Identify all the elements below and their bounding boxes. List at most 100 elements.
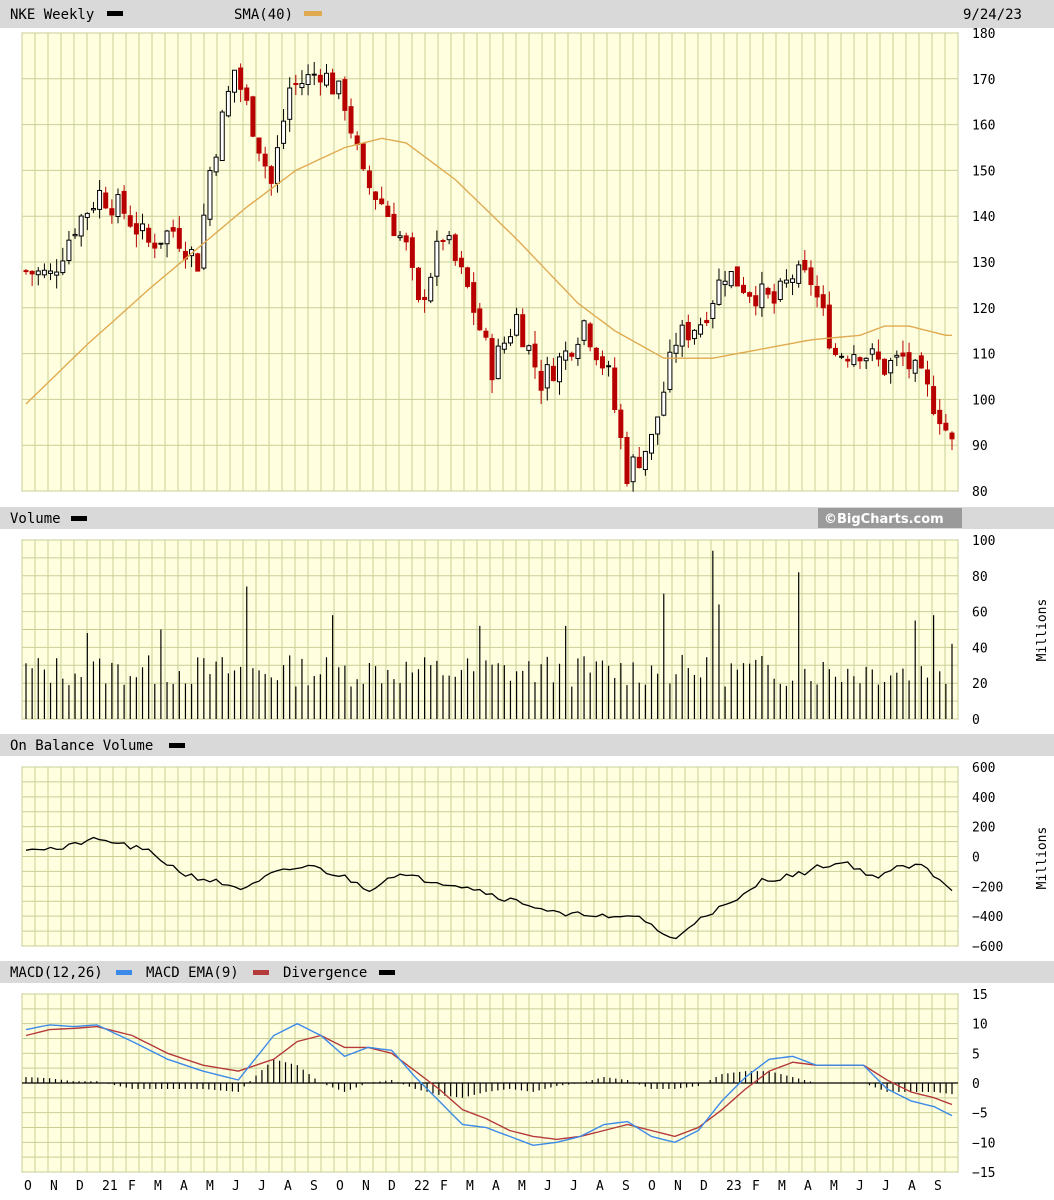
candle-body xyxy=(599,356,605,369)
x-tick-label: N xyxy=(674,1179,682,1194)
y-tick-label: −600 xyxy=(972,940,1003,955)
candle-body xyxy=(35,270,41,276)
candle-body xyxy=(72,233,78,237)
candle-body xyxy=(759,283,765,309)
candle-body xyxy=(354,135,360,146)
x-tick-label: J xyxy=(258,1179,266,1194)
candle-body xyxy=(97,189,103,210)
candle-body xyxy=(268,166,274,184)
x-tick-label: N xyxy=(362,1179,370,1194)
candle-body xyxy=(385,205,391,218)
candle-body xyxy=(176,227,182,249)
candle-body xyxy=(415,267,421,300)
y-tick-label: 130 xyxy=(972,256,995,271)
candle-body xyxy=(232,69,238,93)
candle-body xyxy=(863,357,869,362)
y-tick-label: 80 xyxy=(972,485,988,500)
sma40-line xyxy=(25,137,952,405)
candle-body xyxy=(771,291,777,304)
candle-body xyxy=(661,391,667,416)
candle-body xyxy=(440,240,446,243)
candle-body xyxy=(704,319,710,324)
y-tick-label: 15 xyxy=(972,988,988,1003)
candle-body xyxy=(673,344,679,354)
candle-body xyxy=(563,350,569,361)
candle-body xyxy=(121,190,127,214)
candle-body xyxy=(734,266,740,287)
candle-body xyxy=(127,215,133,227)
volume-units: Millions xyxy=(1035,599,1050,662)
macd-y-ticks: −15 −10 −5 0 5 10 15 xyxy=(972,988,995,1181)
candle-body xyxy=(532,343,538,368)
candle-body xyxy=(330,72,336,95)
x-axis-ticks: O N D 21 F M A M J J A S O N D 22 F M A M J J A S O N D 23 F M A M J J A S xyxy=(24,1179,942,1194)
y-tick-label: 150 xyxy=(972,164,995,179)
candle-body xyxy=(213,156,219,173)
candle-body xyxy=(514,314,520,336)
macd-label: MACD(12,26) xyxy=(10,965,103,981)
candle-body xyxy=(146,227,152,243)
candle-body xyxy=(164,230,170,245)
x-tick-label: M xyxy=(466,1179,474,1194)
candle-body xyxy=(826,304,832,349)
x-tick-label: M xyxy=(154,1179,162,1194)
x-tick-label: M xyxy=(206,1179,214,1194)
candle-body xyxy=(281,120,287,144)
candle-body xyxy=(452,234,458,261)
candle-body xyxy=(765,287,771,295)
candle-body xyxy=(918,355,924,369)
candle-body xyxy=(60,260,66,274)
candle-body xyxy=(458,257,464,268)
candle-body xyxy=(520,314,526,348)
candle-body xyxy=(317,74,323,83)
candle-body xyxy=(471,282,477,313)
candle-body xyxy=(851,354,857,366)
x-tick-label: M xyxy=(778,1179,786,1194)
candle-body xyxy=(808,267,814,286)
candle-body xyxy=(796,264,802,284)
candle-body xyxy=(348,106,354,134)
candle-body xyxy=(655,416,661,435)
x-tick-label: S xyxy=(622,1179,630,1194)
obv-panel: −600 −400 −200 0 200 400 600 xyxy=(21,761,1003,955)
candle-body xyxy=(477,308,483,331)
candle-body xyxy=(54,271,60,276)
candle-body xyxy=(170,227,176,232)
candle-body xyxy=(710,302,716,319)
candle-body xyxy=(802,259,808,271)
y-tick-label: 400 xyxy=(972,791,995,806)
candle-body xyxy=(740,284,746,293)
volume-panel: 0 20 40 60 80 100 xyxy=(21,534,995,728)
x-tick-label: A xyxy=(908,1179,916,1194)
symbol-legend-swatch xyxy=(107,11,123,16)
candle-body xyxy=(593,347,599,361)
macd-panel: −15 −10 −5 0 5 10 15 xyxy=(21,988,995,1181)
y-tick-label: 100 xyxy=(972,534,995,549)
volume-y-ticks: 0 20 40 60 80 100 xyxy=(972,534,995,728)
sma-label: SMA(40) xyxy=(234,7,293,23)
candle-body xyxy=(728,270,734,287)
candle-body xyxy=(832,347,838,355)
price-header-bar xyxy=(0,0,1054,28)
obv-header-bar xyxy=(0,734,1054,756)
candle-body xyxy=(649,433,655,454)
x-tick-label: D xyxy=(388,1179,396,1194)
candle-body xyxy=(238,67,244,90)
candle-body xyxy=(550,365,556,382)
sma-legend-swatch xyxy=(304,11,322,16)
candle-body xyxy=(912,359,918,374)
y-tick-label: 180 xyxy=(972,27,995,42)
candle-body xyxy=(152,242,158,249)
candle-body xyxy=(373,191,379,200)
chart-date: 9/24/23 xyxy=(963,7,1022,23)
candle-body xyxy=(140,223,146,232)
candle-body xyxy=(716,279,722,305)
y-tick-label: 90 xyxy=(972,439,988,454)
x-tick-label: A xyxy=(284,1179,292,1194)
candle-body xyxy=(624,436,630,484)
y-tick-label: 120 xyxy=(972,302,995,317)
candle-body xyxy=(949,432,955,440)
volume-legend-swatch xyxy=(71,516,87,521)
x-tick-label: 22 xyxy=(414,1179,430,1194)
x-tick-label: J xyxy=(232,1179,240,1194)
